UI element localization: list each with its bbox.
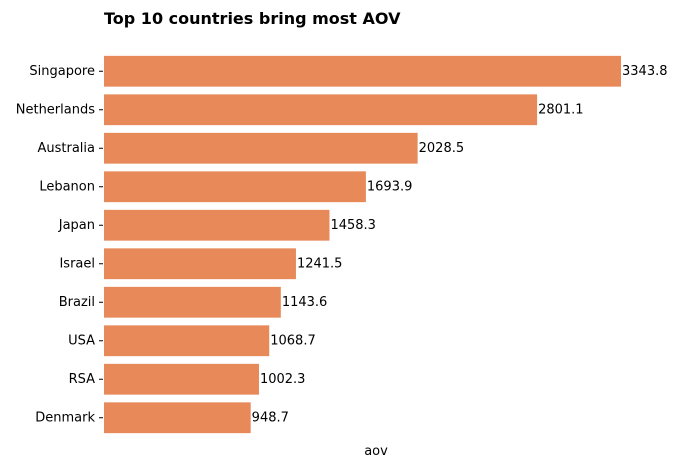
data-label: 1143.6 [282,295,328,310]
x-axis-label: aov [364,444,388,459]
y-tick-label: Denmark [35,410,95,425]
y-tick-label: Brazil [59,295,95,310]
data-label: 1693.9 [367,179,413,194]
data-label: 1068.7 [270,333,316,348]
bar-usa [104,325,270,357]
bar-australia [104,132,418,164]
chart-title: Top 10 countries bring most AOV [104,9,401,28]
data-label: 1002.3 [260,372,306,387]
y-tick-label: Israel [59,256,95,271]
y-tick-label: Lebanon [39,179,95,194]
data-label: 2028.5 [419,141,465,156]
data-labels: 3343.8 2801.1 2028.5 1693.9 1458.3 1241.5 1143… [252,64,668,426]
y-tick-label: Netherlands [16,102,95,117]
bar-netherlands [104,94,538,126]
data-label: 2801.1 [538,102,584,117]
bar-israel [104,248,296,280]
data-label: 948.7 [252,410,289,425]
y-tick-label: USA [68,333,95,348]
data-label: 1458.3 [330,218,376,233]
bar-denmark [104,402,251,434]
y-tick-label: Singapore [29,64,95,79]
y-tick-label: Australia [37,141,95,156]
bar-brazil [104,286,281,318]
y-axis-ticks: Singapore Netherlands Australia Lebanon Japa… [16,64,103,425]
data-label: 3343.8 [622,64,668,79]
y-tick-label: Japan [58,218,95,233]
bar-singapore [104,55,621,87]
data-label: 1241.5 [297,256,343,271]
bar-rsa [104,363,259,395]
y-tick-label: RSA [69,372,96,387]
bars-layer [104,55,621,434]
bar-japan [104,209,330,241]
bar-lebanon [104,171,366,203]
